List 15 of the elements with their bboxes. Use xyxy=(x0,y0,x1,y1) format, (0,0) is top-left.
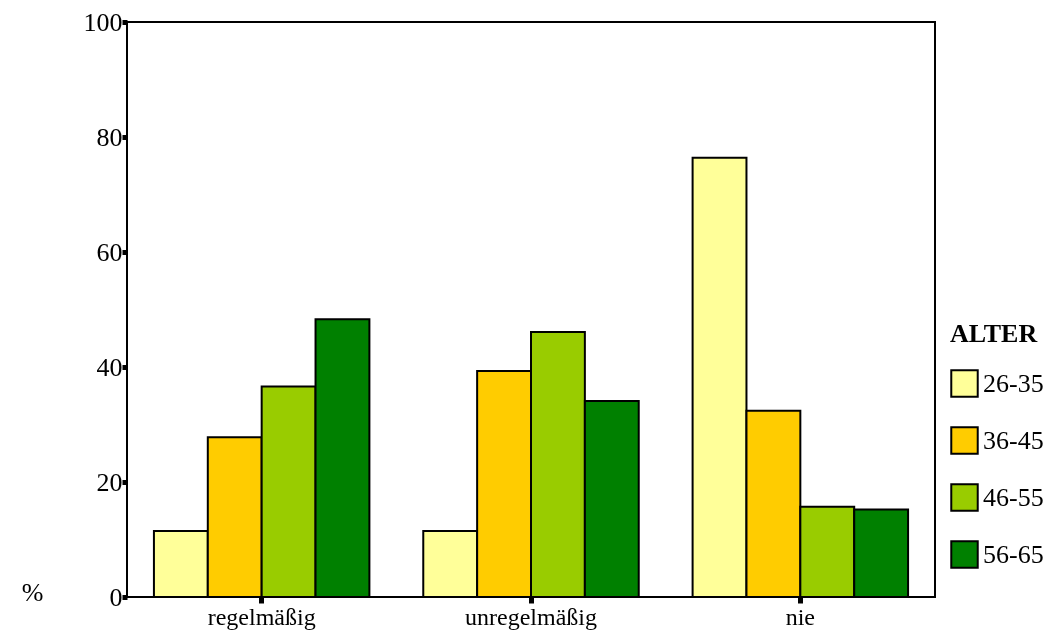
y-tick-label: 40 xyxy=(96,352,123,382)
legend-title: ALTER xyxy=(950,319,1038,348)
legend-label: 56-65 xyxy=(983,539,1044,569)
legend-label: 46-55 xyxy=(983,482,1044,512)
x-tick-label: nie xyxy=(785,603,815,630)
y-tick-label: 100 xyxy=(83,7,123,37)
y-tick-label: 80 xyxy=(96,122,123,152)
legend-label: 26-35 xyxy=(983,368,1044,398)
y-tick-label: 0 xyxy=(109,582,123,612)
y-axis-title: % xyxy=(21,577,44,607)
x-tick-label: regelmäßig xyxy=(207,603,316,630)
y-tick-label: 60 xyxy=(96,237,123,267)
legend-label: 36-45 xyxy=(983,425,1044,455)
y-tick-label: 20 xyxy=(96,467,123,497)
x-tick-label: unregelmäßig xyxy=(465,603,597,630)
